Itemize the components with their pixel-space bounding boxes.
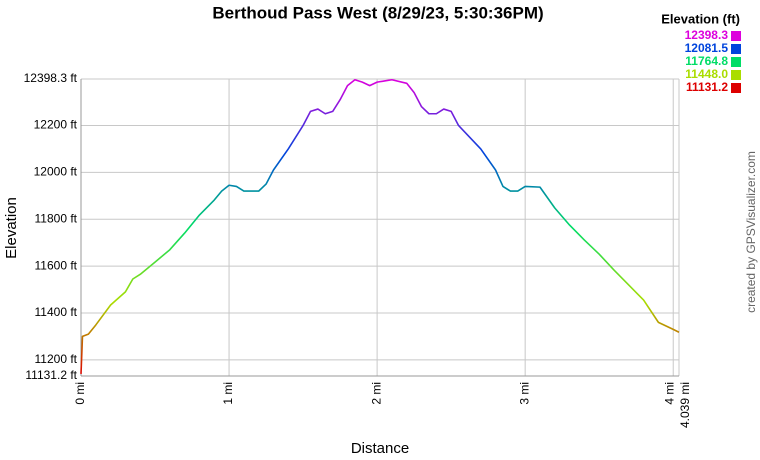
legend-swatch xyxy=(731,83,741,93)
legend-label: 12081.5 xyxy=(685,41,729,55)
legend-swatch xyxy=(731,70,741,80)
x-tick-label: 1 mi xyxy=(221,382,235,405)
x-tick-label: 0 mi xyxy=(73,382,87,405)
legend-swatch xyxy=(731,31,741,41)
y-tick-label: 11131.2 ft xyxy=(25,368,77,382)
x-tick-label: 2 mi xyxy=(369,382,383,405)
elevation-line xyxy=(80,78,680,374)
legend-label: 12398.3 xyxy=(685,28,729,42)
y-tick-label: 12000 ft xyxy=(34,165,78,179)
legend-label: 11764.8 xyxy=(685,54,728,68)
y-tick-label: 11200 ft xyxy=(35,352,78,366)
credit: created by GPSVisualizer.com xyxy=(744,151,758,313)
x-axis-label: Distance xyxy=(351,440,409,457)
chart-title: Berthoud Pass West (8/29/23, 5:30:36PM) xyxy=(212,3,543,22)
legend-title: Elevation (ft) xyxy=(661,11,740,26)
y-axis-label: Elevation xyxy=(3,197,20,259)
y-tick-label: 11800 ft xyxy=(35,211,78,225)
legend-label: 11131.2 xyxy=(686,80,728,94)
x-tick-label: 4 mi xyxy=(662,382,676,405)
y-tick-label: 12398.3 ft xyxy=(24,71,78,85)
x-tick-label: 3 mi xyxy=(517,382,531,405)
legend-label: 11448.0 xyxy=(685,67,728,81)
y-tick-label: 11600 ft xyxy=(35,258,78,272)
legend-swatch xyxy=(731,44,741,54)
y-tick-label: 11400 ft xyxy=(35,305,78,319)
legend-swatch xyxy=(731,57,741,67)
y-tick-label: 12200 ft xyxy=(34,118,78,132)
x-tick-label: 4.039 mi xyxy=(678,382,692,428)
